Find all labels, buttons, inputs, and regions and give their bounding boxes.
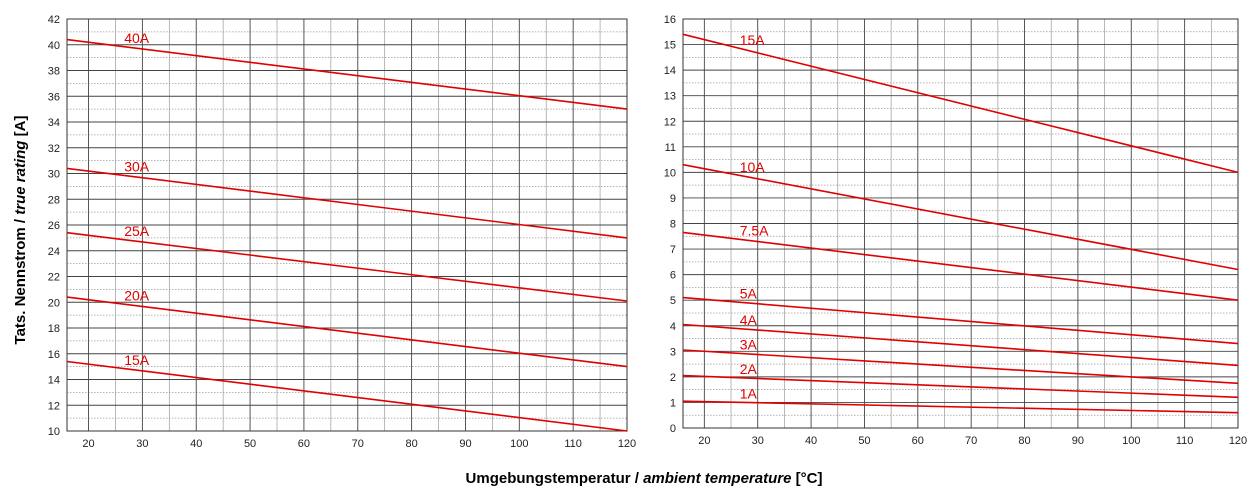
right-x-tick-label: 110 [1176, 435, 1194, 447]
left-series-label-40a: 40A [124, 30, 150, 46]
right-series-label-5a: 5A [740, 285, 758, 301]
left-y-tick-label: 22 [48, 272, 60, 284]
left-series-line-30a [66, 167, 628, 239]
y-axis-title-italic: true rating [12, 141, 29, 215]
x-axis-title-unit: [°C] [791, 470, 822, 487]
x-axis-title-italic: ambient temperature [643, 470, 791, 487]
left-series-line-20a [66, 296, 628, 368]
left-series-label-30a: 30A [124, 159, 150, 175]
right-series-line-5a [682, 296, 1239, 345]
left-y-tick-label: 10 [48, 426, 60, 438]
left-y-tick-label: 24 [48, 246, 60, 258]
right-y-tick-label: 4 [670, 321, 676, 333]
right-series-line-7-5a [682, 231, 1239, 301]
left-y-tick-label: 28 [48, 194, 60, 206]
left-x-tick-label: 120 [618, 438, 636, 450]
left-series-line-15a [66, 360, 628, 432]
right-y-tick-label: 5 [670, 295, 676, 307]
right-y-tick-label: 12 [664, 116, 676, 128]
right-y-tick-label: 14 [664, 65, 676, 77]
left-x-tick-label: 50 [244, 438, 256, 450]
left-x-tick-label: 70 [352, 438, 364, 450]
left-y-tick-label: 32 [48, 143, 60, 155]
left-series-label-15a: 15A [124, 352, 150, 368]
left-x-tick-label: 80 [405, 438, 417, 450]
left-y-tick-label: 40 [48, 40, 60, 52]
right-y-tick-label: 3 [670, 346, 676, 358]
left-y-tick-label: 26 [48, 220, 60, 232]
left-series-line-40a [66, 38, 628, 110]
right-y-tick-label: 16 [664, 14, 676, 26]
right-x-tick-label: 80 [1018, 435, 1030, 447]
left-y-tick-label: 20 [48, 297, 60, 309]
right-x-tick-label: 20 [698, 435, 710, 447]
right-series-label-1a: 1A [740, 385, 758, 401]
right-series-label-15a: 15A [740, 32, 766, 48]
right-y-tick-label: 7 [670, 244, 676, 256]
left-x-tick-label: 110 [564, 438, 582, 450]
left-y-tick-label: 34 [48, 117, 60, 129]
left-y-tick-label: 16 [48, 349, 60, 361]
left-y-tick-label: 30 [48, 169, 60, 181]
right-x-tick-label: 90 [1072, 435, 1084, 447]
left-x-tick-label: 40 [190, 438, 202, 450]
right-x-tick-label: 30 [752, 435, 764, 447]
left-x-tick-label: 30 [136, 438, 148, 450]
right-series-label-7-5a: 7.5A [740, 223, 769, 239]
right-plot-frame [682, 18, 1239, 429]
right-y-tick-label: 15 [664, 40, 676, 52]
right-series-label-2a: 2A [740, 361, 758, 377]
right-x-tick-label: 60 [912, 435, 924, 447]
x-axis-title-main: Umgebungstemperatur / [466, 470, 644, 487]
y-axis-title: Tats. Nennstrom / true rating [A] [12, 116, 29, 345]
right-series-line-4a [682, 323, 1239, 367]
right-x-tick-label: 40 [805, 435, 817, 447]
right-series-line-10a [682, 163, 1239, 271]
left-plot-frame [66, 18, 628, 432]
right-series-line-2a [682, 374, 1239, 399]
left-series-label-25a: 25A [124, 223, 150, 239]
left-y-tick-label: 14 [48, 375, 60, 387]
right-series-label-3a: 3A [740, 337, 758, 353]
left-y-tick-label: 12 [48, 400, 60, 412]
right-x-tick-label: 50 [858, 435, 870, 447]
left-series-line-25a [66, 231, 628, 302]
right-x-tick-label: 120 [1229, 435, 1247, 447]
right-y-tick-label: 6 [670, 270, 676, 282]
left-chart: 10 12 14 16 18 20 22 24 26 28 30 32 34 36 38 40 42 20 30 40… [48, 14, 636, 450]
right-x-tick-label: 100 [1122, 435, 1140, 447]
right-y-tick-label: 9 [670, 193, 676, 205]
left-y-tick-label: 38 [48, 66, 60, 78]
right-x-tick-label: 70 [965, 435, 977, 447]
right-series-line-1a [682, 400, 1239, 414]
right-series-line-15a [682, 33, 1239, 174]
right-series-line-3a [682, 349, 1239, 385]
right-series-label-10a: 10A [740, 159, 766, 175]
right-y-tick-label: 10 [664, 167, 676, 179]
right-y-tick-label: 8 [670, 219, 676, 231]
x-axis-title: Umgebungstemperatur / ambient temperatur… [466, 470, 823, 487]
right-y-tick-label: 1 [670, 397, 676, 409]
right-series-label-4a: 4A [740, 312, 758, 328]
right-y-tick-label: 0 [670, 423, 676, 435]
y-axis-title-unit: [A] [12, 116, 29, 141]
left-y-tick-label: 36 [48, 91, 60, 103]
left-y-tick-label: 18 [48, 323, 60, 335]
left-x-tick-label: 90 [459, 438, 471, 450]
left-x-tick-label: 100 [510, 438, 528, 450]
left-x-tick-label: 20 [82, 438, 94, 450]
left-grid [67, 18, 628, 432]
right-y-tick-label: 11 [665, 142, 676, 154]
y-axis-title-main: Tats. Nennstrom / [12, 215, 29, 345]
left-series-label-20a: 20A [124, 287, 150, 303]
right-y-tick-label: 2 [670, 372, 676, 384]
right-y-tick-label: 13 [664, 91, 676, 103]
left-y-tick-label: 42 [48, 14, 60, 26]
left-x-tick-label: 60 [298, 438, 310, 450]
